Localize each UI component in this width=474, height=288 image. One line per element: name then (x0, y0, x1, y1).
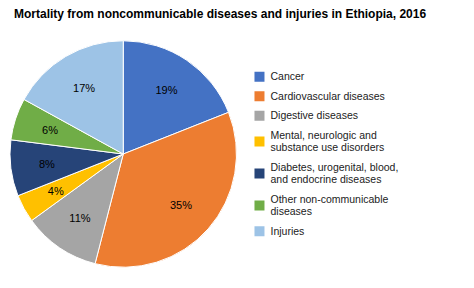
legend-item: Other non-communicablediseases (254, 193, 388, 218)
data-label: 17% (73, 82, 95, 94)
legend-swatch (254, 137, 264, 147)
legend-label: Cancer (270, 70, 304, 82)
legend-swatch (254, 111, 264, 121)
legend-swatch (254, 169, 264, 179)
data-label: 19% (156, 84, 178, 96)
legend-label: Injuries (270, 225, 304, 237)
legend-label: Mental, neurologic andsubstance use diso… (270, 129, 384, 154)
slice (24, 41, 123, 154)
legend-item: Mental, neurologic andsubstance use diso… (254, 129, 384, 154)
legend-item: Cancer (254, 70, 304, 82)
legend-swatch (254, 201, 264, 211)
legend-item: Digestive diseases (254, 109, 358, 121)
chart: Mortality from noncommunicable diseases … (0, 0, 474, 288)
data-label: 35% (170, 199, 192, 211)
legend-label: Diabetes, urogenital, blood,and endocrin… (270, 161, 398, 186)
data-label: 6% (42, 124, 58, 136)
data-label: 11% (69, 212, 90, 224)
data-labels: 19% 35% 11% 4% 8% 6% 17% (39, 82, 192, 224)
legend-item: Injuries (254, 225, 304, 237)
legend-item: Cardiovascular diseases (254, 90, 384, 102)
legend-item: Diabetes, urogenital, blood,and endocrin… (254, 161, 398, 186)
title: Mortality from noncommunicable diseases … (14, 7, 426, 21)
data-label: 4% (48, 185, 64, 197)
legend-label: Cardiovascular diseases (270, 90, 384, 102)
legend-swatch (254, 72, 264, 82)
legend-label: Other non-communicablediseases (270, 193, 388, 218)
pie (10, 41, 236, 267)
data-label: 8% (39, 158, 55, 170)
legend-swatch (254, 91, 264, 101)
legend-swatch (254, 226, 264, 236)
legend: Cancer Cardiovascular diseases Digestive d… (254, 70, 398, 237)
legend-label: Digestive diseases (270, 109, 358, 121)
